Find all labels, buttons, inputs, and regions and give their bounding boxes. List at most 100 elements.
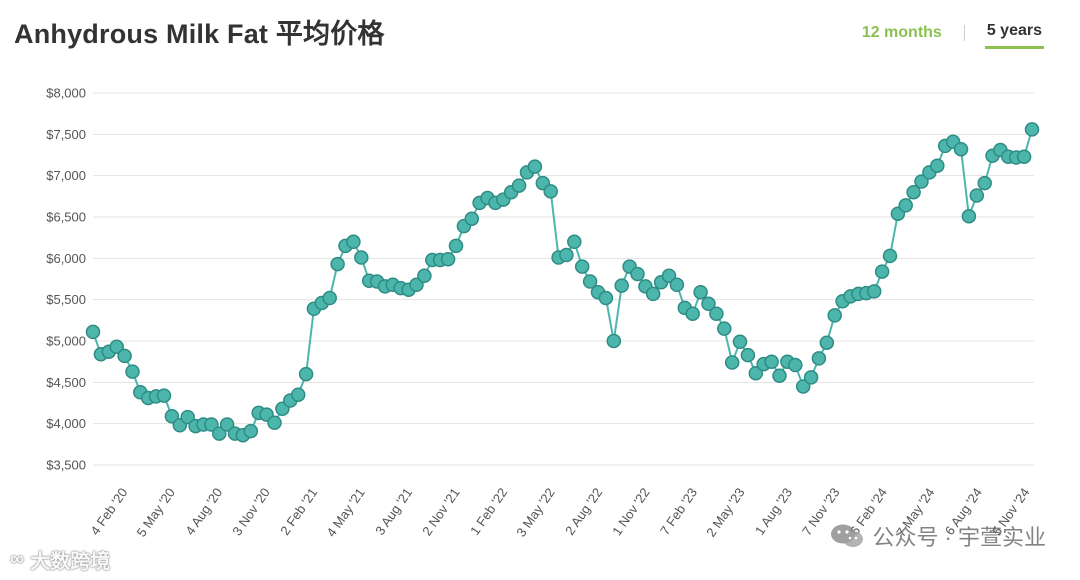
data-point[interactable] [795, 379, 811, 394]
data-point[interactable] [559, 247, 574, 263]
time-range-tabs: 12 months 5 years [860, 22, 1044, 49]
data-point[interactable] [961, 208, 977, 224]
y-tick-label: $5,000 [46, 334, 86, 349]
data-point[interactable] [906, 184, 921, 200]
x-tick-label: 7 Feb '23 [657, 485, 700, 538]
x-tick-label: 1 Aug '23 [752, 485, 795, 538]
page-title: Anhydrous Milk Fat 平均价格 [14, 19, 385, 49]
data-point[interactable] [156, 388, 172, 403]
data-point[interactable] [693, 284, 708, 300]
data-point[interactable] [630, 266, 645, 282]
data-point[interactable] [811, 351, 827, 366]
data-point[interactable] [330, 256, 345, 272]
data-point[interactable] [882, 248, 898, 264]
data-point[interactable] [417, 268, 432, 283]
wechat-icon [831, 524, 864, 547]
data-point[interactable] [125, 364, 140, 379]
x-tick-label: 5 May '20 [134, 485, 178, 539]
data-point[interactable] [874, 264, 890, 279]
grid-lines [93, 92, 1034, 466]
x-tick-label: 1 Feb '22 [467, 485, 510, 538]
x-tick-label: 3 May '22 [513, 485, 557, 539]
tab-5-years[interactable]: 5 years [984, 22, 1044, 49]
data-point[interactable] [180, 409, 195, 425]
data-point[interactable] [582, 274, 598, 289]
x-tick-label: 4 Aug '20 [182, 485, 225, 538]
data-point[interactable] [1024, 122, 1040, 137]
data-point[interactable] [969, 188, 985, 203]
data-point[interactable] [977, 175, 992, 191]
data-point[interactable] [772, 368, 787, 383]
data-point[interactable] [709, 306, 724, 321]
y-tick-label: $7,500 [46, 127, 86, 142]
data-point[interactable] [117, 348, 132, 364]
data-point[interactable] [164, 408, 180, 424]
data-point[interactable] [567, 234, 582, 250]
data-point[interactable] [732, 334, 748, 350]
data-point[interactable] [898, 198, 913, 213]
data-point[interactable] [606, 333, 622, 349]
data-point[interactable] [701, 296, 716, 312]
y-tick-label: $4,500 [46, 375, 86, 390]
x-tick-label: 4 May '21 [323, 485, 367, 539]
data-point[interactable] [788, 357, 803, 373]
data-point[interactable] [614, 278, 629, 293]
data-point[interactable] [866, 284, 882, 299]
y-tick-label: $5,500 [46, 292, 86, 307]
data-point[interactable] [740, 347, 756, 363]
data-point[interactable] [827, 308, 842, 323]
data-point[interactable] [464, 211, 480, 226]
data-point[interactable] [354, 250, 369, 265]
data-point[interactable] [645, 286, 661, 302]
data-point[interactable] [764, 354, 779, 369]
data-point[interactable] [322, 290, 337, 306]
data-point[interactable] [440, 251, 456, 267]
data-point[interactable] [574, 259, 590, 274]
data-point[interactable] [448, 238, 464, 254]
data-point[interactable] [685, 306, 700, 321]
data-point[interactable] [724, 355, 740, 370]
x-tick-label: 2 Nov '21 [419, 485, 463, 538]
watermark-right-text: 公众号 · 宇萱实业 [872, 525, 1046, 550]
tab-divider [963, 24, 965, 41]
data-point[interactable] [409, 277, 424, 293]
data-point[interactable] [543, 184, 558, 199]
y-tick-label: $4,000 [46, 416, 86, 431]
x-tick-label: 2 Aug '22 [562, 485, 605, 538]
data-point[interactable] [598, 290, 614, 306]
data-point[interactable] [109, 339, 124, 355]
brand-logo-icon: ∞ [10, 548, 25, 570]
data-point[interactable] [511, 178, 527, 193]
data-point[interactable] [290, 387, 306, 402]
y-axis-ticks: $3,500 $4,000 $4,500 $5,000 $5,500 $6,000 $6,5… [46, 86, 86, 473]
data-point[interactable] [748, 365, 764, 381]
data-points [85, 122, 1040, 443]
y-tick-label: $7,000 [46, 168, 86, 183]
data-point[interactable] [212, 426, 227, 441]
x-tick-label: 2 May '23 [703, 485, 747, 539]
y-tick-label: $6,500 [46, 210, 86, 225]
data-point[interactable] [930, 158, 945, 173]
watermark-left: ∞ 大数跨境 [10, 545, 110, 574]
data-point[interactable] [914, 174, 929, 189]
data-point[interactable] [1016, 149, 1032, 164]
data-point[interactable] [204, 417, 219, 432]
data-point[interactable] [819, 335, 835, 350]
data-point[interactable] [527, 159, 543, 174]
data-point[interactable] [346, 234, 361, 250]
data-point[interactable] [267, 415, 282, 431]
tab-12-months[interactable]: 12 months [861, 23, 942, 41]
data-point[interactable] [243, 423, 259, 439]
data-point[interactable] [803, 370, 819, 385]
y-tick-label: $3,500 [46, 458, 86, 473]
data-point[interactable] [85, 324, 101, 340]
data-point[interactable] [669, 277, 685, 293]
x-tick-label: 2 Feb '21 [277, 485, 320, 538]
data-point[interactable] [219, 417, 235, 432]
data-point[interactable] [717, 321, 732, 336]
data-point[interactable] [298, 366, 314, 382]
data-point[interactable] [953, 141, 969, 157]
x-tick-label: 4 Feb '20 [87, 485, 130, 538]
data-point[interactable] [661, 268, 677, 283]
